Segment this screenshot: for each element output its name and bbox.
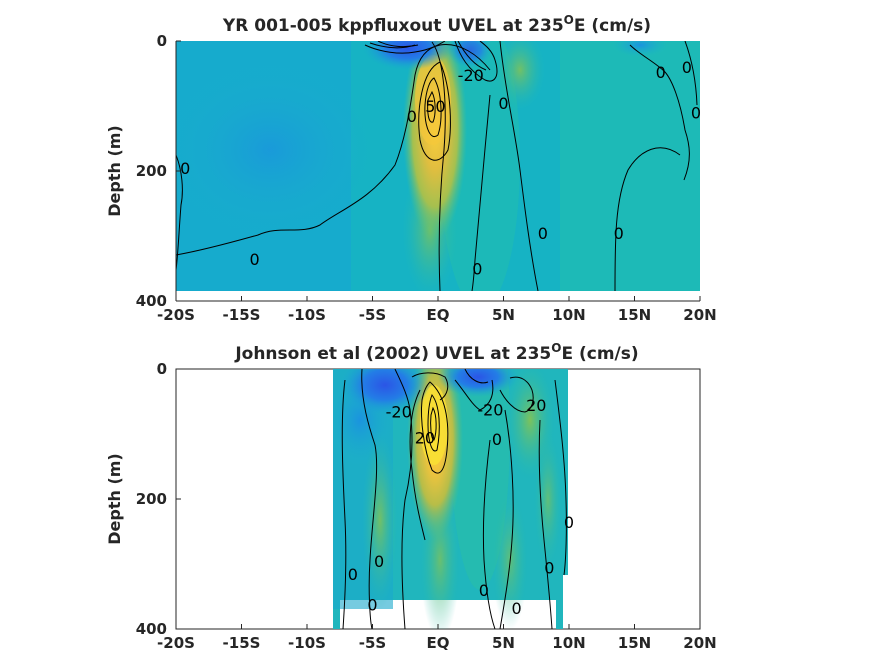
chart-1-y-tick-label: 0 xyxy=(157,32,167,50)
chart-1-y-tick-label: 400 xyxy=(136,292,167,310)
chart-2-contour-label: -20 xyxy=(477,400,503,419)
chart-1-y-axis-label: Depth (m) xyxy=(105,125,124,217)
chart-2-contour-label: 0 xyxy=(544,558,554,577)
chart-2-contour-label: 0 xyxy=(479,581,489,600)
chart-1-x-tick-label: 10N xyxy=(552,306,585,324)
chart-1-contour-label: 0 xyxy=(498,94,508,113)
chart-1-contour-label: 0 xyxy=(472,260,482,279)
chart-2-title: Johnson et al (2002) UVEL at 235OE (cm/s… xyxy=(234,341,638,364)
chart-2-x-tick-label: -15S xyxy=(223,634,261,652)
chart-1-x-tick-label: 5N xyxy=(492,306,515,324)
chart-2-surface-westward-south xyxy=(340,369,430,415)
chart-2-contour-label: 20 xyxy=(415,428,435,447)
chart-2-surface-westward-north xyxy=(438,369,518,397)
chart-2-x-tick-label: 10N xyxy=(552,634,585,652)
chart-panel-2: Johnson et al (2002) UVEL at 235OE (cm/s… xyxy=(105,341,717,652)
chart-1-contour-label: 50 xyxy=(425,97,445,116)
chart-2-y-tick-label: 400 xyxy=(136,620,167,638)
chart-2-contours xyxy=(341,369,567,629)
chart-2-y-tick-label: 0 xyxy=(157,360,167,378)
chart-2-contour-label: 0 xyxy=(512,599,522,618)
chart-panel-1: YR 001-005 kppfluxout UVEL at 235OE (cm/… xyxy=(105,13,717,324)
chart-2-x-tick-label: -10S xyxy=(288,634,326,652)
chart-1-contour-label: 0 xyxy=(407,107,417,126)
chart-1-x-tick-label: EQ xyxy=(427,306,450,324)
chart-1-contour-label: 0 xyxy=(180,159,190,178)
chart-2-x-tick-label: -5S xyxy=(359,634,386,652)
chart-2-contour-label: -20 xyxy=(386,402,412,421)
chart-2-x-tick-label: -20S xyxy=(157,634,195,652)
chart-1-contour-label: -20 xyxy=(458,66,484,85)
chart-1-x-tick-label: 15N xyxy=(618,306,651,324)
chart-2-contour-label: 0 xyxy=(348,565,358,584)
chart-2-contour-label: 0 xyxy=(374,552,384,571)
chart-1-contours xyxy=(176,41,698,291)
chart-1-y-tick-label: 200 xyxy=(136,162,167,180)
chart-2-x-tick-label: EQ xyxy=(427,634,450,652)
chart-2-contour-label: 20 xyxy=(526,396,546,415)
chart-2-y-axis-label: Depth (m) xyxy=(105,453,124,545)
chart-1-axis-ticks: -20S -15S -10S -5S EQ 5N 10N 15N 20N 0 200 400 xyxy=(136,32,717,324)
chart-1-contour-label: 0 xyxy=(691,104,701,123)
chart-2-contour-label: 0 xyxy=(367,595,377,614)
chart-1-contour-label: 0 xyxy=(538,224,548,243)
chart-2-x-tick-label: 20N xyxy=(683,634,716,652)
chart-2-contour-label: 0 xyxy=(492,430,502,449)
chart-2-x-tick-label: 5N xyxy=(492,634,515,652)
chart-1-x-tick-label: -20S xyxy=(157,306,195,324)
chart-1-contour-label: 0 xyxy=(656,63,666,82)
chart-2-x-tick-label: 15N xyxy=(618,634,651,652)
chart-1-contour-label: 0 xyxy=(682,58,692,77)
chart-1-contour-label: 0 xyxy=(614,224,624,243)
chart-2-contour-label: 0 xyxy=(564,513,574,532)
chart-2-y-tick-label: 200 xyxy=(136,490,167,508)
chart-1-x-tick-label: -5S xyxy=(359,306,386,324)
chart-1-x-tick-label: 20N xyxy=(683,306,716,324)
chart-1-contour-label: 0 xyxy=(250,250,260,269)
chart-1-x-tick-label: -15S xyxy=(223,306,261,324)
chart-1-title: YR 001-005 kppfluxout UVEL at 235OE (cm/… xyxy=(222,13,651,36)
chart-1-x-tick-label: -10S xyxy=(288,306,326,324)
